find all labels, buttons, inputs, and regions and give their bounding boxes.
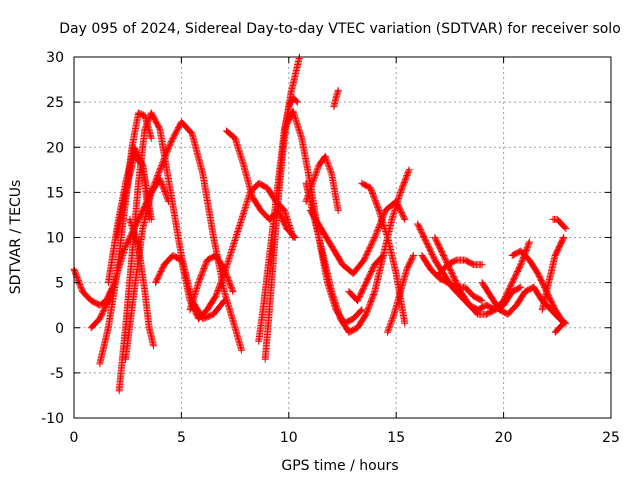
y-axis-label: SDTVAR / TECUs [8, 180, 24, 295]
y-tick-label: -5 [50, 366, 64, 382]
series-sat-21 [384, 252, 417, 336]
y-tick-label: 0 [55, 321, 64, 337]
series-sat-28 [538, 234, 568, 314]
x-tick-label: 25 [602, 430, 620, 446]
series-markers [384, 252, 417, 336]
x-tick-label: 15 [387, 430, 405, 446]
y-tick-label: 25 [46, 95, 64, 111]
series-markers [186, 252, 237, 314]
y-tick-label: 5 [55, 276, 64, 292]
series-markers [435, 256, 486, 278]
axis-ticks: 0 5 10 15 20 25 -10 -5 0 5 10 15 20 25 30 [41, 50, 620, 446]
x-tick-label: 0 [70, 430, 79, 446]
y-tick-label: 20 [46, 140, 64, 156]
series-sat-18 [330, 86, 342, 111]
y-tick-label: 15 [46, 185, 64, 201]
series-markers [538, 234, 568, 314]
y-tick-label: -10 [41, 411, 64, 427]
series-markers [330, 86, 342, 111]
x-tick-label: 20 [495, 430, 513, 446]
y-tick-label: 30 [46, 50, 64, 66]
series-markers [551, 319, 568, 336]
series-sat-07 [113, 152, 155, 241]
data-series [70, 53, 570, 395]
series-sat-10 [186, 252, 237, 314]
x-tick-label: 10 [280, 430, 298, 446]
x-axis-label: GPS time / hours [281, 458, 398, 474]
series-sat-29 [549, 215, 570, 232]
series-markers [345, 252, 387, 305]
chart-title: Day 095 of 2024, Sidereal Day-to-day VTE… [59, 21, 621, 37]
series-sat-25 [435, 256, 486, 278]
series-sat-30 [551, 319, 568, 336]
x-tick-label: 5 [177, 430, 186, 446]
series-markers [302, 152, 342, 214]
series-sat-24 [431, 234, 533, 318]
series-markers [358, 179, 409, 327]
y-tick-label: 10 [46, 231, 64, 247]
series-sat-20 [358, 179, 409, 327]
series-markers [126, 215, 157, 350]
series-sat-08 [126, 215, 157, 350]
series-sat-19 [345, 252, 387, 305]
series-sat-17 [302, 152, 342, 214]
series-markers [113, 152, 155, 241]
series-markers [549, 215, 570, 232]
series-markers [431, 234, 533, 318]
